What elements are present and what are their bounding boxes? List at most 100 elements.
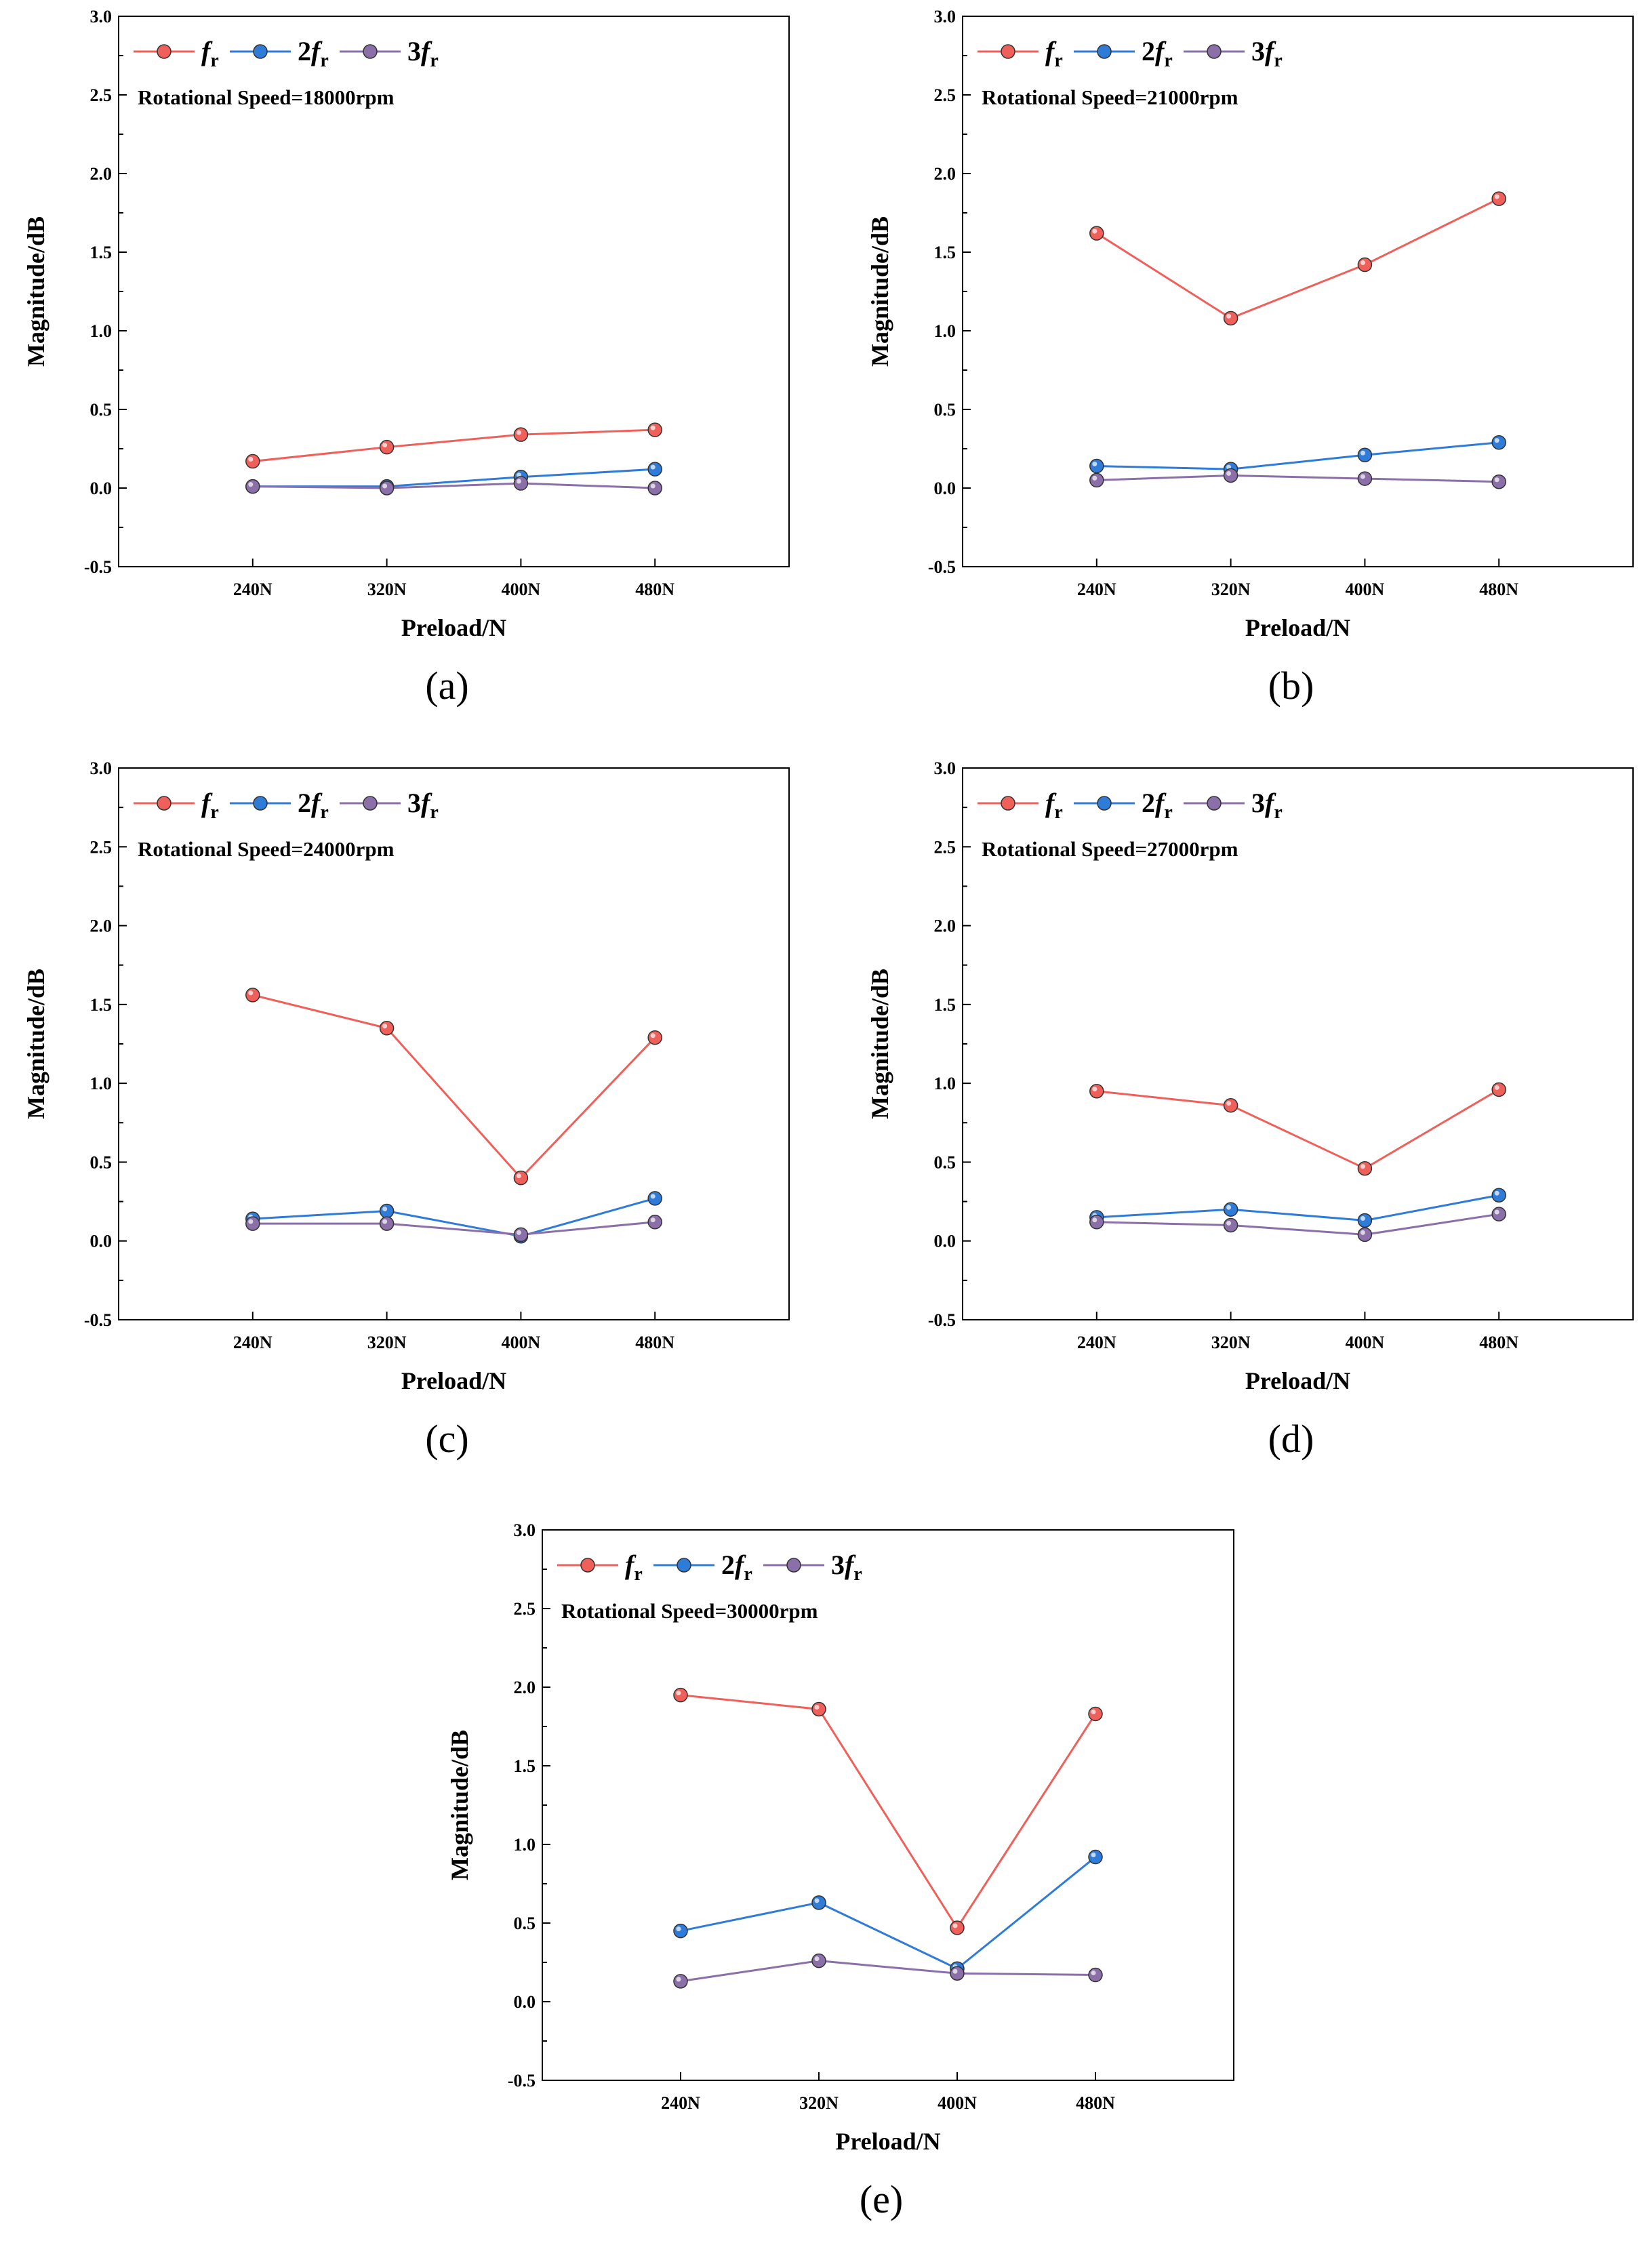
legend-marker — [363, 44, 378, 59]
legend-label: 3fr — [1251, 788, 1283, 823]
x-axis-title: Preload/N — [1245, 1367, 1350, 1394]
series-line-2fr — [1096, 1194, 1499, 1221]
y-axis-title: Magnitude/dB — [866, 216, 893, 367]
x-tick-label: 480N — [1479, 580, 1518, 599]
legend: fr 2fr 3fr — [978, 36, 1283, 71]
data-point-fr — [245, 453, 260, 469]
y-tick-label: -0.5 — [928, 1310, 956, 1330]
data-point-3fr — [950, 1966, 965, 1981]
data-point-highlight — [1360, 1215, 1365, 1221]
data-point-highlight — [1092, 462, 1097, 467]
data-point-fr — [811, 1701, 826, 1717]
x-tick-label: 480N — [1479, 1333, 1518, 1352]
x-tick-label: 480N — [635, 580, 674, 599]
data-point-highlight — [248, 482, 254, 487]
chart-panel-e: -0.5 0.0 0.5 1.0 1.5 2.0 2.5 3.0 240N 320N 400N 480… — [446, 1520, 1234, 2221]
series-line-2fr — [252, 468, 656, 488]
x-tick-label: 240N — [1077, 580, 1116, 599]
data-point-highlight — [248, 457, 254, 462]
data-point-highlight — [1091, 1853, 1096, 1858]
x-tick-label: 400N — [502, 1333, 541, 1352]
legend: fr 2fr 3fr — [134, 36, 439, 71]
data-point-highlight — [516, 1230, 521, 1235]
data-point-highlight — [1494, 477, 1499, 483]
y-tick-label: -0.5 — [84, 557, 112, 577]
legend-marker — [677, 1558, 691, 1573]
x-tick-label: 240N — [661, 2093, 700, 2113]
data-point-highlight — [1360, 1230, 1365, 1235]
data-point-2fr — [1088, 1849, 1103, 1865]
x-tick-label: 480N — [635, 1333, 674, 1352]
data-point-highlight — [650, 1194, 656, 1199]
data-point-highlight — [814, 1898, 820, 1903]
data-point-fr — [1088, 1706, 1103, 1722]
data-point-fr — [950, 1920, 965, 1935]
y-tick-label: 2.5 — [90, 85, 113, 105]
legend-marker — [157, 796, 172, 811]
y-tick-label: 3.0 — [934, 7, 956, 26]
data-point-2fr — [673, 1923, 688, 1939]
legend-label: 2fr — [298, 788, 329, 823]
y-tick-label: 2.5 — [934, 85, 956, 105]
data-point-highlight — [382, 1024, 388, 1029]
data-point-highlight — [1494, 438, 1499, 443]
data-point-highlight — [516, 1173, 521, 1179]
data-point-highlight — [650, 1217, 656, 1223]
data-point-3fr — [1089, 472, 1104, 488]
x-tick-label: 400N — [938, 2093, 977, 2113]
legend-label: 3fr — [831, 1550, 862, 1585]
data-point-highlight — [516, 479, 521, 484]
legend-label: 2fr — [1142, 36, 1173, 71]
y-tick-label: -0.5 — [84, 1310, 112, 1330]
x-tick-label: 240N — [233, 1333, 273, 1352]
data-point-highlight — [650, 1033, 656, 1038]
x-tick-label: 320N — [367, 580, 407, 599]
legend-marker — [1207, 44, 1222, 59]
legend-label: 2fr — [298, 36, 329, 71]
data-point-3fr — [245, 1216, 260, 1231]
y-tick-label: 3.0 — [90, 7, 113, 26]
y-tick-label: 2.0 — [514, 1678, 536, 1697]
data-point-3fr — [379, 481, 395, 496]
data-point-3fr — [1357, 471, 1373, 486]
data-point-highlight — [516, 430, 521, 435]
data-point-highlight — [382, 483, 388, 489]
y-tick-label: 2.5 — [514, 1599, 536, 1619]
x-tick-label: 480N — [1076, 2093, 1115, 2113]
legend-marker — [1097, 796, 1112, 811]
data-point-highlight — [952, 1923, 958, 1928]
data-point-2fr — [1491, 1188, 1506, 1203]
data-point-fr — [1223, 1097, 1238, 1113]
data-point-highlight — [248, 990, 254, 996]
data-point-fr — [1089, 1084, 1104, 1099]
data-point-highlight — [1226, 313, 1232, 319]
y-tick-label: 1.5 — [514, 1756, 536, 1776]
y-tick-label: 2.0 — [90, 164, 113, 184]
x-tick-label: 400N — [1346, 1333, 1385, 1352]
y-tick-label: 0.0 — [934, 479, 956, 498]
legend-label: 3fr — [407, 788, 439, 823]
data-point-2fr — [647, 462, 662, 477]
data-point-3fr — [379, 1216, 395, 1231]
y-tick-label: -0.5 — [508, 2071, 536, 2090]
panel-caption: (b) — [1268, 664, 1314, 708]
data-point-fr — [1491, 1082, 1506, 1097]
data-point-fr — [1357, 257, 1373, 272]
y-tick-label: 1.5 — [90, 243, 113, 262]
data-point-2fr — [1223, 1202, 1238, 1217]
data-point-3fr — [1223, 1217, 1238, 1233]
x-axis-title: Preload/N — [835, 2128, 940, 2155]
y-tick-label: 3.0 — [514, 1520, 536, 1540]
data-point-highlight — [1092, 1087, 1097, 1092]
x-tick-label: 320N — [799, 2093, 839, 2113]
x-tick-label: 240N — [233, 580, 273, 599]
data-point-2fr — [1357, 1213, 1373, 1228]
data-point-highlight — [1360, 260, 1365, 266]
data-point-2fr — [647, 1191, 662, 1206]
data-point-highlight — [1226, 470, 1232, 476]
data-point-highlight — [1226, 1101, 1232, 1106]
y-tick-label: 2.0 — [90, 916, 113, 936]
y-tick-label: 0.0 — [90, 1232, 113, 1251]
data-point-fr — [647, 422, 662, 437]
data-point-highlight — [676, 1926, 681, 1932]
